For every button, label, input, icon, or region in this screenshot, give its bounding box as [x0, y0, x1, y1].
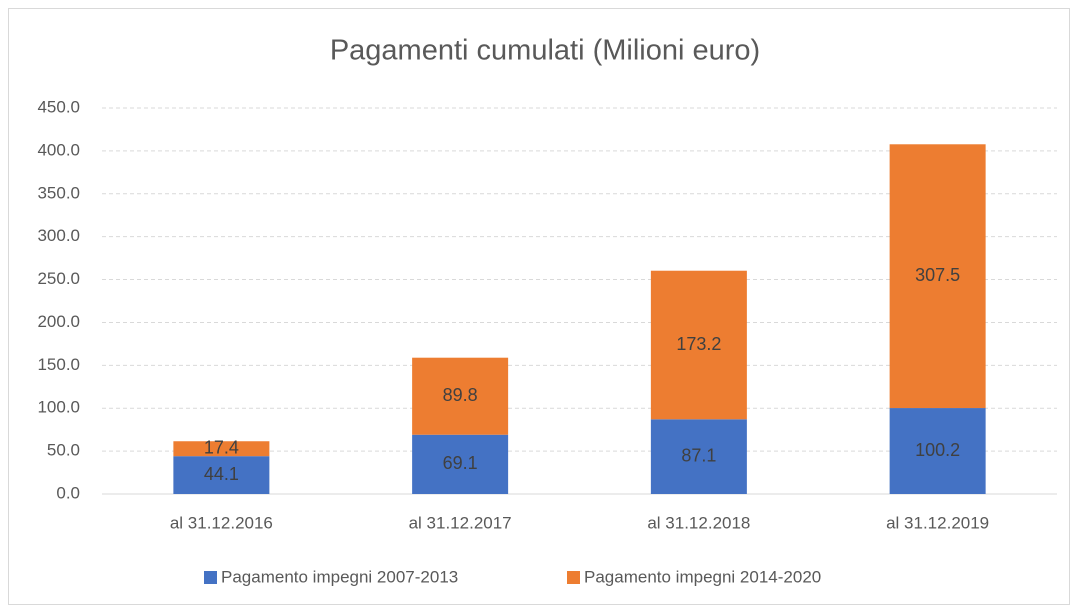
y-tick-label: 100.0: [37, 398, 80, 417]
x-tick-label: al 31.12.2018: [647, 513, 750, 532]
bar-segment: [650, 419, 747, 494]
y-tick-label: 350.0: [37, 183, 80, 202]
bar-segment: [173, 441, 270, 457]
bar-segment: [173, 456, 270, 494]
y-tick-label: 400.0: [37, 140, 80, 159]
legend-swatch: [567, 571, 580, 584]
bar-segment: [650, 270, 747, 420]
y-tick-label: 250.0: [37, 269, 80, 288]
data-label: 89.8: [443, 385, 478, 405]
bar-segment: [412, 434, 509, 494]
legend-swatch: [204, 571, 217, 584]
y-tick-label: 200.0: [37, 312, 80, 331]
data-label: 87.1: [681, 445, 716, 465]
legend-label: Pagamento impegni 2007-2013: [221, 567, 458, 586]
data-label: 307.5: [915, 265, 960, 285]
y-tick-label: 300.0: [37, 226, 80, 245]
bar-segment: [889, 144, 986, 409]
data-label: 44.1: [204, 464, 239, 484]
bar-segment: [412, 357, 509, 435]
bar-segment: [889, 408, 986, 494]
x-tick-label: al 31.12.2017: [409, 513, 512, 532]
legend-label: Pagamento impegni 2014-2020: [584, 567, 821, 586]
x-tick-label: al 31.12.2016: [170, 513, 273, 532]
data-label: 100.2: [915, 440, 960, 460]
y-tick-label: 50.0: [47, 441, 80, 460]
data-label: 17.4: [204, 437, 239, 457]
chart-title: Pagamenti cumulati (Milioni euro): [330, 35, 760, 67]
y-tick-label: 450.0: [37, 97, 80, 116]
y-tick-label: 0.0: [56, 483, 80, 502]
data-label: 69.1: [443, 453, 478, 473]
x-tick-label: al 31.12.2019: [886, 513, 989, 532]
y-tick-label: 150.0: [37, 355, 80, 374]
data-label: 173.2: [676, 334, 721, 354]
